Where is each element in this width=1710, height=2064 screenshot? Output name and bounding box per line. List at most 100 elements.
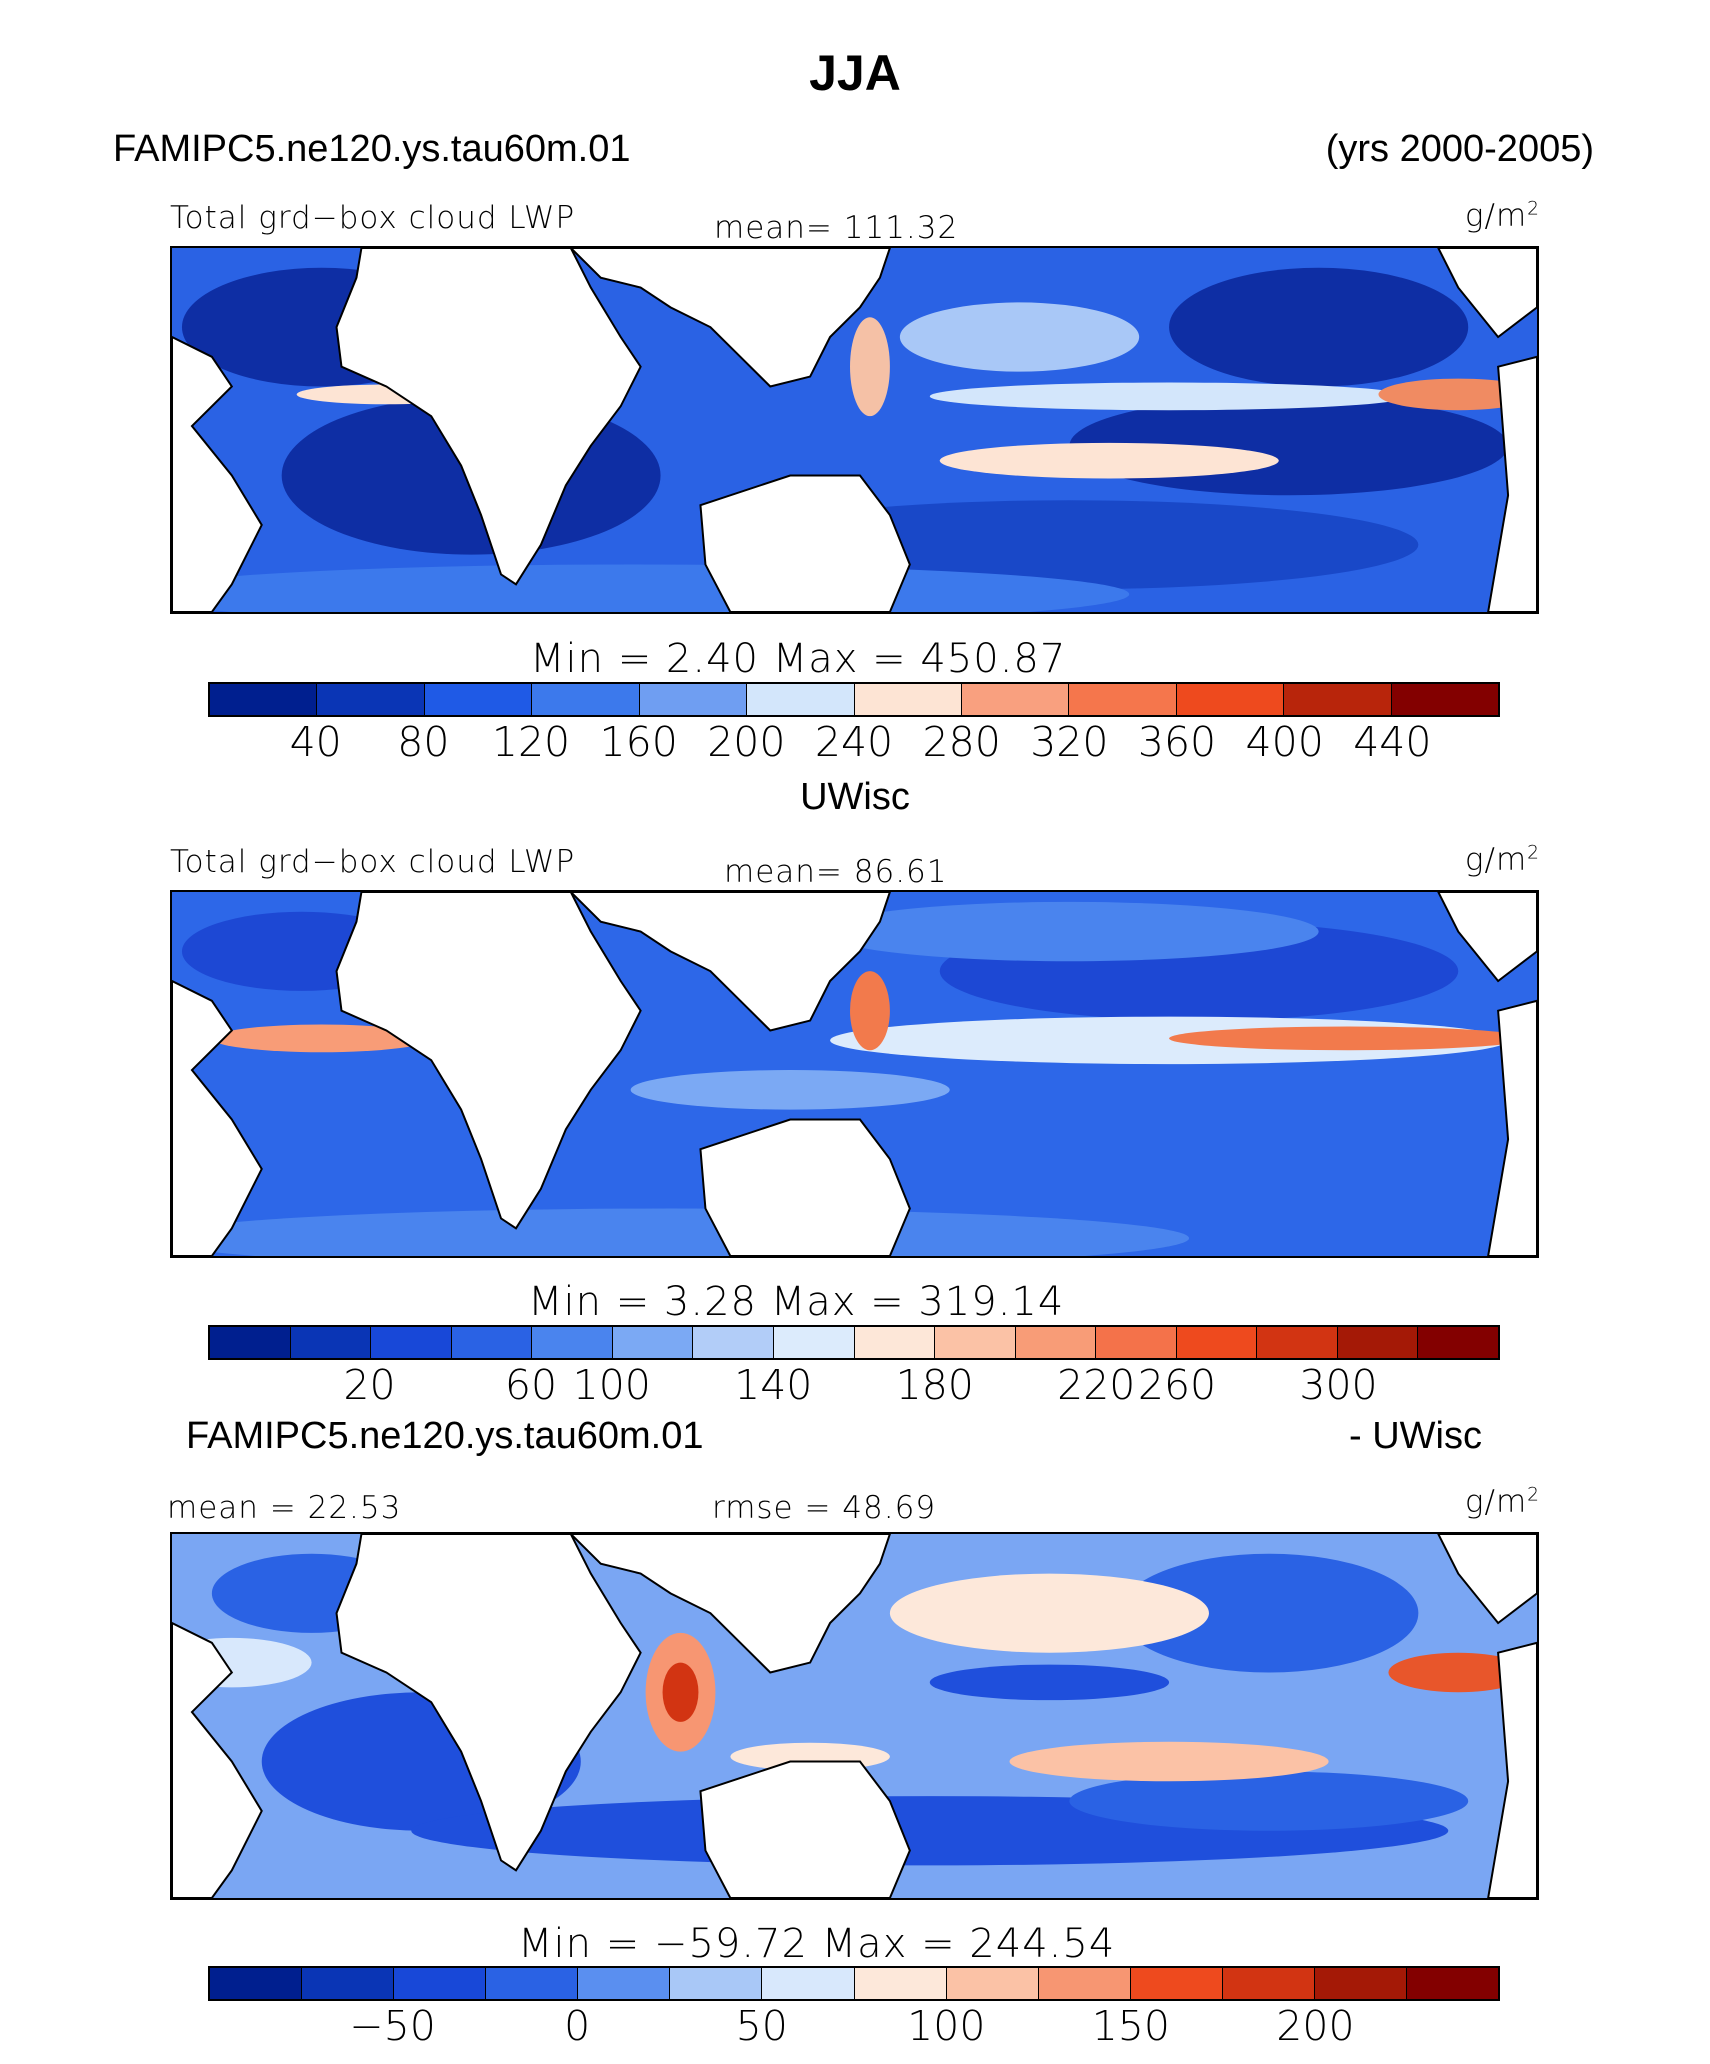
units-exponent: 2 — [1527, 198, 1540, 220]
panel3-mean-label: mean = 22.53 — [167, 1490, 402, 1526]
colorbar-tick-label: 100 — [907, 2002, 986, 2050]
map-wet-region — [889, 1573, 1209, 1653]
colorbar-segment — [210, 1968, 303, 1999]
colorbar-tick-label: 220 — [1057, 1361, 1136, 1409]
colorbar-tick-label: 200 — [1276, 2002, 1355, 2050]
colorbar-tick-label: 260 — [1137, 1361, 1217, 1409]
colorbar-segment — [1015, 1327, 1097, 1358]
colorbar-tick-label: 320 — [1030, 718, 1109, 766]
colorbar-segment — [1176, 684, 1285, 715]
colorbar-tick-label: 180 — [895, 1361, 974, 1409]
colorbar-tick-label: 40 — [289, 718, 342, 766]
panel1-map-svg — [172, 248, 1537, 612]
colorbar-segment — [1096, 1327, 1177, 1358]
colorbar-segment — [290, 1327, 372, 1358]
australia-landmass — [699, 1760, 911, 1898]
colorbar-tick-label: 20 — [343, 1361, 396, 1409]
panel2-mean-label: mean= 86.61 — [724, 854, 948, 890]
colorbar-segment — [371, 1327, 452, 1358]
colorbar-segment — [773, 1327, 855, 1358]
colorbar-segment — [1284, 684, 1392, 715]
map-wet-region — [1009, 1741, 1329, 1782]
colorbar-segment — [1407, 1968, 1499, 1999]
map-dry-region — [1069, 1771, 1469, 1831]
colorbar-segment — [532, 684, 640, 715]
south-america-landmass — [172, 979, 263, 1256]
map-wet-region — [850, 971, 890, 1051]
panel3-rmse-label: rmse = 48.69 — [712, 1490, 937, 1526]
panel2-variable-label: Total grd−box cloud LWP — [170, 844, 576, 880]
case-name: FAMIPC5.ne120.ys.tau60m.01 — [113, 128, 631, 170]
panel3-case-name: FAMIPC5.ne120.ys.tau60m.01 — [186, 1415, 704, 1457]
panel2-subtitle: UWisc — [800, 776, 910, 818]
map-wet-region — [211, 1024, 432, 1053]
map-itcz-band — [929, 382, 1409, 411]
colorbar-segment — [578, 1968, 671, 1999]
colorbar-segment — [486, 1968, 579, 1999]
panel3-map-svg — [172, 1534, 1537, 1898]
australia-landmass — [699, 474, 911, 612]
map-band — [630, 1070, 950, 1110]
colorbar-tick-label: 280 — [922, 718, 1001, 766]
colorbar-segment — [854, 684, 962, 715]
colorbar-tick-label: 200 — [707, 718, 786, 766]
south-america-landmass — [172, 1621, 263, 1898]
colorbar-segment — [1391, 684, 1499, 715]
colorbar-segment — [317, 684, 425, 715]
africa-landmass — [335, 1534, 642, 1872]
colorbar-tick-label: 60 — [504, 1361, 558, 1409]
panel2-units: g/m2 — [1465, 842, 1540, 878]
panel1-colorbar-ticks: 40 80 120 160 200 240 280 320 360 400 440 — [208, 718, 1500, 768]
panel1-minmax: Min = 2.40 Max = 450.87 — [530, 636, 1067, 682]
map-wet-region — [850, 317, 890, 417]
units-exponent: 2 — [1527, 1484, 1540, 1506]
panel2-map-svg — [172, 892, 1537, 1256]
units-base: g/m — [1464, 842, 1528, 878]
colorbar-tick-label: 100 — [572, 1361, 651, 1409]
colorbar-segment — [1038, 1968, 1131, 1999]
colorbar-segment — [747, 684, 855, 715]
colorbar-tick-label: 140 — [734, 1361, 813, 1409]
map-wet-region — [1378, 378, 1537, 411]
colorbar-segment — [1337, 1327, 1419, 1358]
map-wet-region — [939, 442, 1279, 479]
map-moist-region — [899, 302, 1140, 372]
colorbar-segment — [302, 1968, 395, 1999]
colorbar-tick-label: 80 — [397, 718, 450, 766]
map-wet-region — [1388, 1652, 1529, 1693]
colorbar-segment — [946, 1968, 1039, 1999]
colorbar-tick-label: 150 — [1091, 2002, 1170, 2050]
colorbar-tick-label: 360 — [1137, 718, 1217, 766]
australia-landmass — [699, 1118, 911, 1256]
south-america-east-landmass — [1487, 999, 1537, 1256]
colorbar-segment — [210, 1327, 291, 1358]
colorbar-segment — [1069, 684, 1177, 715]
panel2-colorbar — [208, 1325, 1500, 1360]
map-dry-region — [1119, 1553, 1419, 1673]
colorbar-segment — [670, 1968, 763, 1999]
south-america-east-landmass — [1487, 1641, 1537, 1898]
south-america-east-landmass — [1487, 355, 1537, 612]
units-base: g/m — [1464, 198, 1528, 234]
colorbar-segment — [451, 1327, 533, 1358]
colorbar-tick-label: 440 — [1353, 718, 1432, 766]
panel2-map — [170, 890, 1539, 1258]
colorbar-segment — [1176, 1327, 1258, 1358]
panel1-mean-label: mean= 111.32 — [714, 210, 959, 246]
panel3-colorbar — [208, 1966, 1500, 2001]
panel1-variable-label: Total grd−box cloud LWP — [170, 200, 576, 236]
colorbar-tick-label: 400 — [1245, 718, 1324, 766]
colorbar-tick-label: 0 — [564, 2002, 591, 2050]
map-band — [820, 901, 1319, 962]
panel1-map — [170, 246, 1539, 614]
north-america-landmass — [1437, 892, 1537, 983]
south-america-landmass — [172, 335, 263, 612]
north-america-landmass — [1437, 248, 1537, 339]
colorbar-segment — [762, 1968, 855, 1999]
colorbar-segment — [1130, 1968, 1223, 1999]
panel2-minmax: Min = 3.28 Max = 319.14 — [528, 1279, 1065, 1325]
panel3-colorbar-ticks: −50 0 50 100 150 200 — [208, 2002, 1500, 2052]
colorbar-segment — [854, 1968, 947, 1999]
panel1-colorbar — [208, 682, 1500, 717]
map-dry-region — [929, 1664, 1170, 1701]
